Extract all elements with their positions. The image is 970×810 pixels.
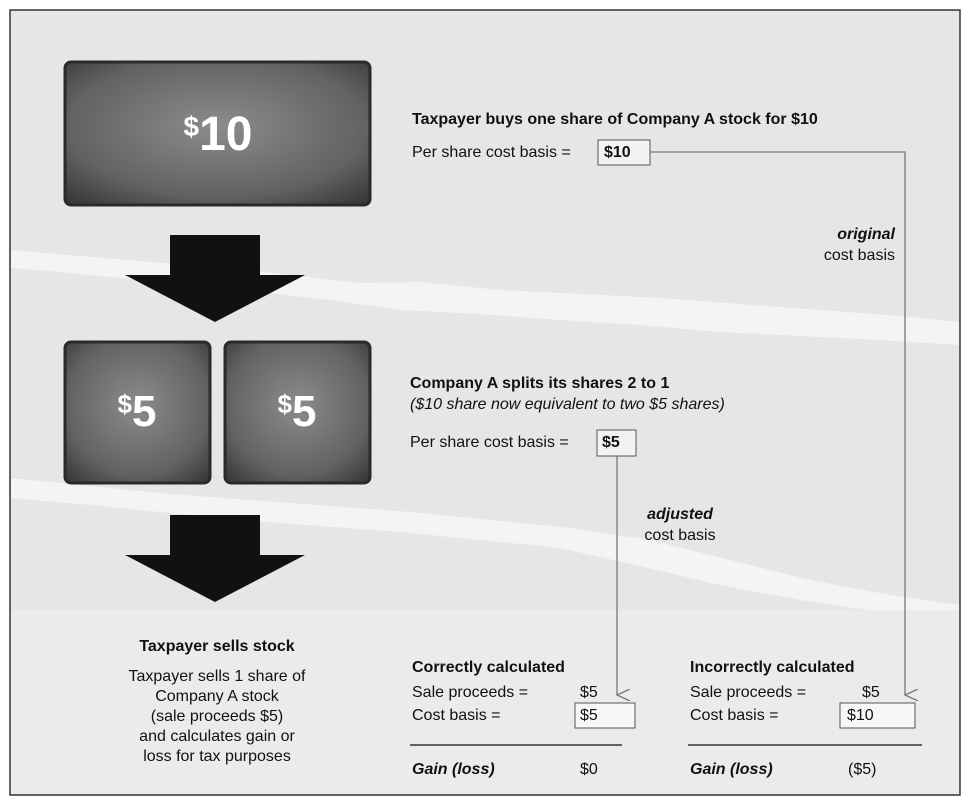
note-emphasis: original (837, 226, 895, 243)
sell-description: Taxpayer sells 1 share of Company A stock… (129, 668, 307, 765)
row-label: Cost basis = (690, 707, 778, 724)
step-title: Company A splits its shares 2 to 1 (410, 375, 669, 392)
note-text: cost basis (824, 247, 895, 264)
calc-title: Incorrectly calculated (690, 659, 855, 676)
calc-title: Correctly calculated (412, 659, 565, 676)
description-line: Taxpayer sells 1 share of (129, 668, 307, 685)
row-label: Sale proceeds = (690, 684, 806, 701)
basis-value: $5 (602, 434, 620, 451)
note-emphasis: adjusted (647, 506, 714, 523)
note-text: cost basis (644, 527, 715, 544)
step-subtitle: ($10 share now equivalent to two $5 shar… (410, 396, 725, 413)
description-line: loss for tax purposes (143, 748, 291, 765)
row-label: Cost basis = (412, 707, 500, 724)
diagram: $10 $5 $5 Taxpayer buys one share of Com… (0, 0, 970, 805)
row-value: $10 (847, 707, 874, 724)
row-label: Sale proceeds = (412, 684, 528, 701)
row-label: Gain (loss) (412, 761, 495, 778)
step-title: Taxpayer sells stock (139, 638, 294, 655)
step-title: Taxpayer buys one share of Company A sto… (412, 111, 818, 128)
row-value: $5 (580, 684, 598, 701)
basis-label: Per share cost basis = (412, 144, 571, 161)
description-line: (sale proceeds $5) (151, 708, 284, 725)
row-label: Gain (loss) (690, 761, 773, 778)
basis-value: $10 (604, 144, 631, 161)
description-line: and calculates gain or (139, 728, 295, 745)
row-value: $5 (862, 684, 880, 701)
row-value: $0 (580, 761, 598, 778)
basis-label: Per share cost basis = (410, 434, 569, 451)
row-value: $5 (580, 707, 598, 724)
row-value: ($5) (848, 761, 876, 778)
description-line: Company A stock (155, 688, 280, 705)
